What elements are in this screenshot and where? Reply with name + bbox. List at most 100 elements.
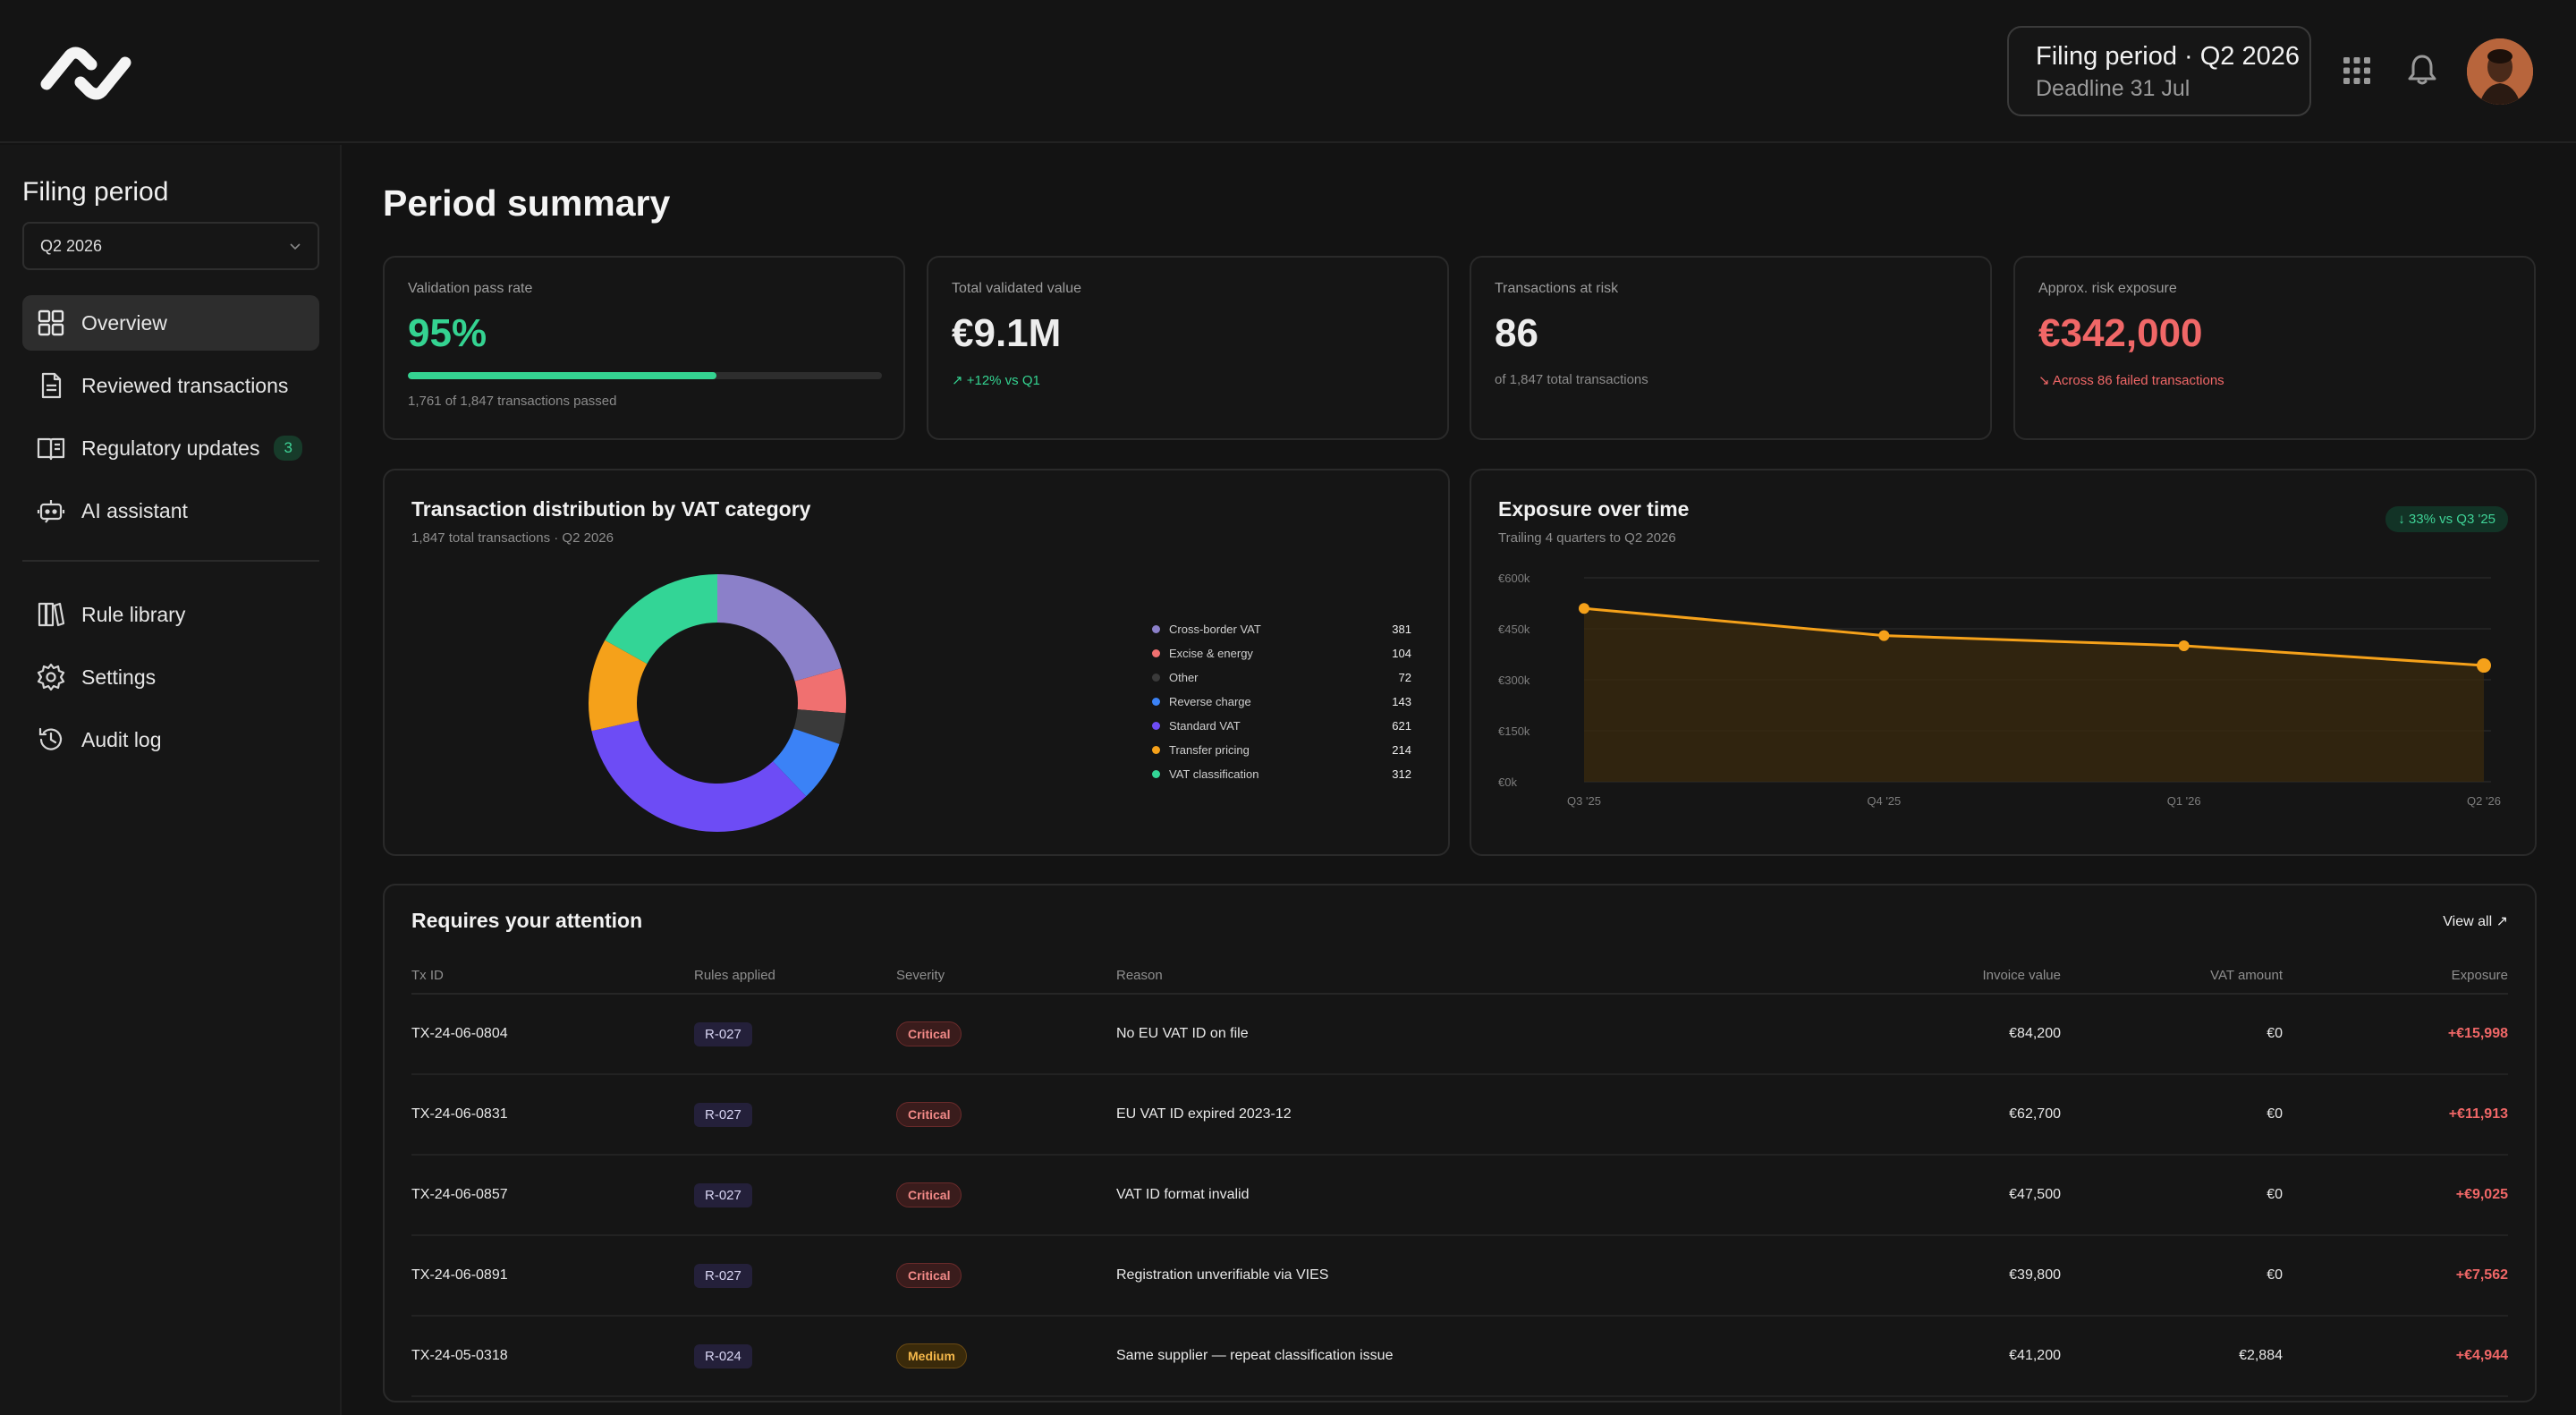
col-header-rules[interactable]: Rules applied	[694, 958, 896, 995]
tx-id[interactable]: TX-24-06-0831	[411, 1074, 694, 1156]
sidebar-item-settings[interactable]: Settings	[22, 649, 319, 705]
col-header-exposure[interactable]: Exposure	[2283, 958, 2508, 995]
card-title: Exposure over time	[1498, 497, 1690, 521]
severity-badge: Medium	[896, 1343, 967, 1368]
table-row[interactable]: TX-24-06-0831 R-027 Critical EU VAT ID expi…	[411, 1074, 2508, 1156]
tx-id[interactable]: TX-24-06-0804	[411, 994, 694, 1075]
top-bar: Filing period · Q2 2026 Deadline 31 Jul	[0, 0, 2576, 143]
donut-slice-other[interactable]	[793, 709, 846, 744]
legend-item[interactable]: Other 72	[1152, 665, 1411, 690]
legend-item[interactable]: Standard VAT 621	[1152, 714, 1411, 738]
page-title: Period summary	[383, 182, 671, 224]
filing-period-title: Filing period · Q2 2026	[2036, 42, 2300, 71]
period-select-value: Q2 2026	[40, 236, 103, 255]
rule-tag[interactable]: R-027	[694, 1182, 752, 1207]
view-all-link[interactable]: View all ↗	[2443, 913, 2508, 929]
tx-id[interactable]: TX-24-06-0857	[411, 1155, 694, 1236]
area-chart[interactable]: €600k €450k €300k €150k €0k Q3 '25 Q4 '25 Q1 '2…	[1471, 560, 2535, 846]
legend-label: Cross-border VAT	[1169, 623, 1261, 636]
bell-icon[interactable]	[2408, 54, 2436, 86]
rule-cell: R-027	[694, 1155, 896, 1236]
apps-grid-icon[interactable]	[2343, 57, 2370, 84]
progress-fill	[408, 372, 716, 379]
col-header-severity[interactable]: Severity	[896, 958, 1116, 995]
kpi-trend: ↘ Across 86 failed transactions	[2038, 373, 2224, 388]
legend-swatch	[1152, 649, 1160, 657]
sidebar-title: Filing period	[22, 177, 169, 207]
severity-badge: Critical	[896, 1021, 962, 1046]
sidebar-item-regulatory-updates[interactable]: Regulatory updates 3	[22, 420, 319, 476]
table-row[interactable]: TX-24-06-0804 R-027 Critical No EU VAT ID o…	[411, 994, 2508, 1075]
kpi-card-at-risk: Transactions at risk 86 of 1,847 total t…	[1470, 256, 1992, 440]
sidebar-item-label: Audit log	[81, 727, 162, 751]
sidebar-item-ai-assistant[interactable]: AI assistant	[22, 483, 319, 538]
x-tick-label: Q4 '25	[1867, 794, 1901, 808]
legend-label: Excise & energy	[1169, 647, 1253, 660]
sidebar-item-audit-log[interactable]: Audit log	[22, 712, 319, 767]
legend-value: 143	[1392, 695, 1411, 708]
donut-slice-vat-classification[interactable]	[605, 574, 717, 665]
card-subtitle: Trailing 4 quarters to Q2 2026	[1498, 530, 1676, 546]
table-row[interactable]: TX-24-05-0318 R-024 Medium Same supplier — …	[411, 1316, 2508, 1397]
tx-id[interactable]: TX-24-05-0318	[411, 1316, 694, 1397]
sidebar-item-reviewed-transactions[interactable]: Reviewed transactions	[22, 358, 319, 413]
legend-value: 381	[1392, 623, 1411, 636]
data-point[interactable]	[2477, 658, 2491, 674]
legend-swatch	[1152, 698, 1160, 706]
sidebar-item-rule-library[interactable]: Rule library	[22, 587, 319, 642]
col-header-tx-id[interactable]: Tx ID	[411, 958, 694, 995]
document-icon	[41, 372, 62, 399]
kpi-label: Approx. risk exposure	[2038, 281, 2177, 296]
card-title: Transaction distribution by VAT category	[411, 497, 811, 521]
legend-item[interactable]: Excise & energy 104	[1152, 641, 1411, 665]
sidebar-item-label: Overview	[81, 310, 167, 335]
col-header-reason[interactable]: Reason	[1116, 958, 1828, 995]
vat-amount: €0	[2061, 1074, 2283, 1156]
donut-slice-excise-energy[interactable]	[794, 667, 846, 714]
rule-tag[interactable]: R-027	[694, 1021, 752, 1046]
sidebar-item-overview[interactable]: Overview	[22, 295, 319, 351]
donut-slice-reverse-charge[interactable]	[773, 728, 840, 797]
rule-tag[interactable]: R-024	[694, 1343, 752, 1368]
filing-period-chip[interactable]: Filing period · Q2 2026 Deadline 31 Jul	[2007, 26, 2311, 116]
severity-badge: Critical	[896, 1263, 962, 1288]
col-header-invoice[interactable]: Invoice value	[1828, 958, 2061, 995]
donut-chart[interactable]	[583, 569, 852, 837]
x-tick-label: Q3 '25	[1567, 794, 1601, 808]
attention-table: Tx ID Rules applied Severity Reason Invo…	[411, 958, 2508, 1397]
legend-value: 104	[1392, 647, 1411, 660]
donut-legend: Cross-border VAT 381 Excise & energy 104 Oth…	[1152, 617, 1411, 786]
data-point[interactable]	[1878, 630, 1890, 641]
vat-amount: €2,884	[2061, 1316, 2283, 1397]
reason: EU VAT ID expired 2023-12	[1116, 1074, 1828, 1156]
rule-tag[interactable]: R-027	[694, 1263, 752, 1288]
data-point[interactable]	[1579, 603, 1589, 614]
table-row[interactable]: TX-24-06-0857 R-027 Critical VAT ID format …	[411, 1155, 2508, 1236]
pass-rate-progress-bar	[408, 372, 882, 379]
y-tick-label: €450k	[1498, 623, 1530, 636]
data-point[interactable]	[2178, 640, 2190, 651]
avatar-portrait-icon	[2467, 38, 2533, 105]
legend-item[interactable]: Reverse charge 143	[1152, 690, 1411, 714]
legend-item[interactable]: Transfer pricing 214	[1152, 738, 1411, 762]
overview-grid-icon	[38, 309, 64, 336]
sidebar-item-label: Reviewed transactions	[81, 373, 289, 397]
col-header-vat[interactable]: VAT amount	[2061, 958, 2283, 995]
period-select[interactable]: Q2 2026	[22, 222, 319, 270]
filing-deadline: Deadline 31 Jul	[2036, 76, 2190, 101]
donut-slice-cross-border-vat[interactable]	[717, 574, 842, 682]
invoice-value: €62,700	[1828, 1074, 2061, 1156]
user-avatar[interactable]	[2467, 38, 2533, 105]
vat-amount: €0	[2061, 1235, 2283, 1317]
card-subtitle: 1,847 total transactions · Q2 2026	[411, 530, 614, 546]
legend-item[interactable]: Cross-border VAT 381	[1152, 617, 1411, 641]
legend-item[interactable]: VAT classification 312	[1152, 762, 1411, 786]
brand-logo[interactable]	[39, 45, 132, 102]
kpi-subtext: of 1,847 total transactions	[1495, 372, 1648, 387]
rule-tag[interactable]: R-027	[694, 1102, 752, 1127]
tx-id[interactable]: TX-24-06-0891	[411, 1235, 694, 1317]
table-row[interactable]: TX-24-06-0891 R-027 Critical Registration u…	[411, 1235, 2508, 1317]
donut-slice-standard-vat[interactable]	[591, 720, 807, 832]
donut-slice-transfer-pricing[interactable]	[589, 640, 648, 732]
rule-cell: R-027	[694, 1074, 896, 1156]
